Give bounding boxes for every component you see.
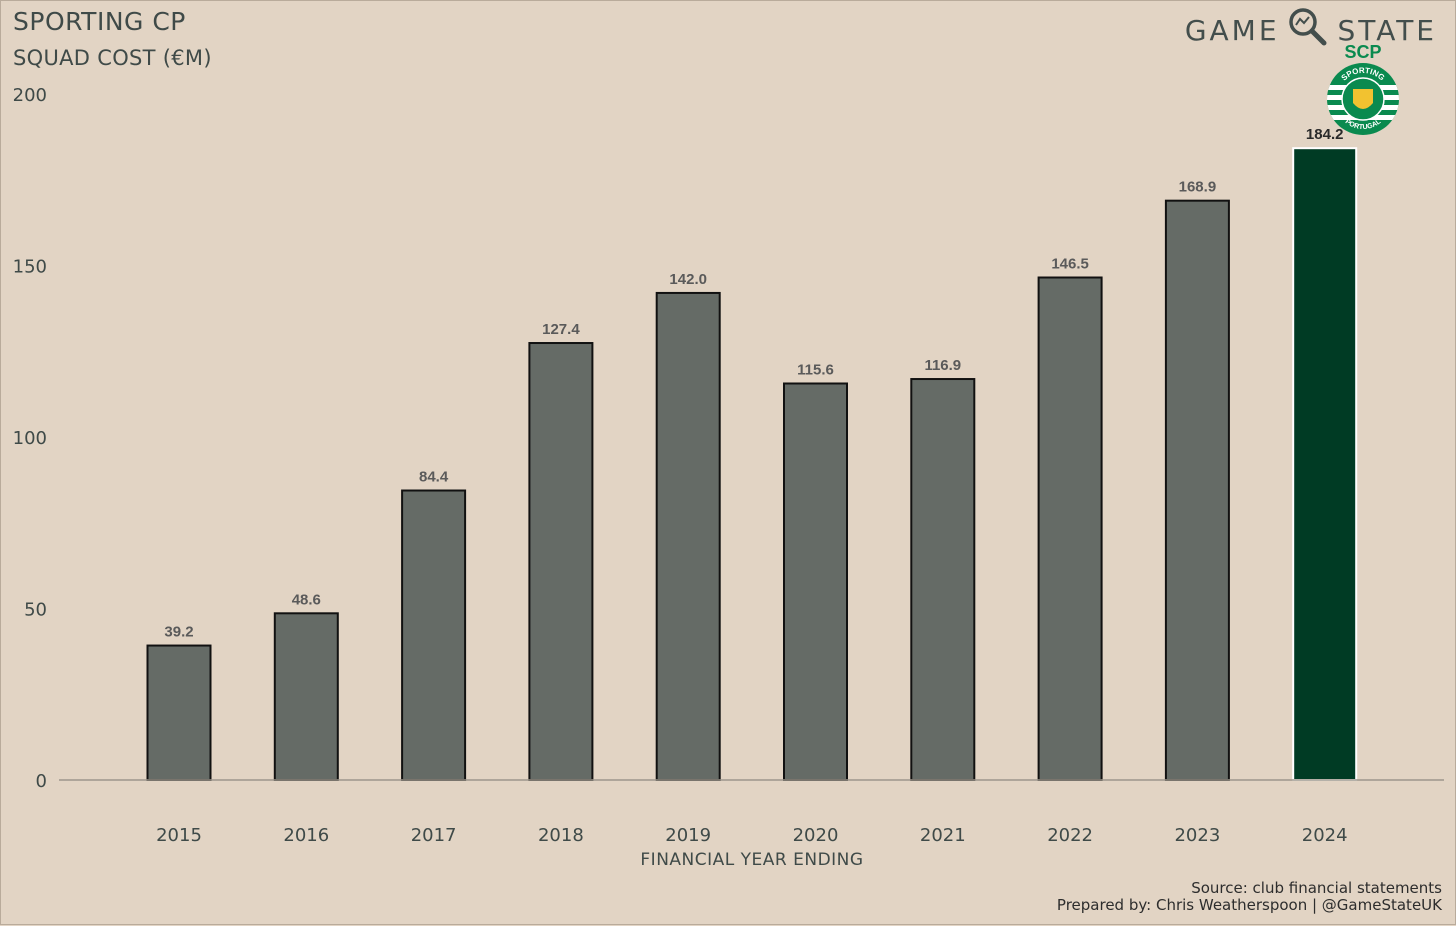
- svg-text:SCP: SCP: [1344, 43, 1381, 62]
- bar-2016: [273, 612, 339, 781]
- bar-2018: [528, 342, 594, 781]
- bar-2015: [146, 644, 212, 781]
- x-tick-label-2020: 2020: [793, 825, 839, 846]
- magnifier-icon: [1288, 7, 1328, 54]
- value-label-2015: 39.2: [164, 624, 193, 641]
- y-tick-label: 100: [13, 428, 47, 449]
- bar-2021: [910, 378, 976, 781]
- value-label-2020: 115.6: [797, 361, 834, 378]
- x-tick-label-2016: 2016: [283, 825, 329, 846]
- bar-2022: [1037, 276, 1103, 781]
- x-tick-label-2021: 2021: [920, 825, 966, 846]
- brand-word-left: GAME: [1184, 14, 1280, 47]
- bar-2024: [1292, 147, 1358, 782]
- x-tick-label-2019: 2019: [665, 825, 711, 846]
- value-label-2024: 184.2: [1306, 126, 1344, 143]
- value-label-2021: 116.9: [924, 357, 961, 374]
- bar-2017: [401, 489, 467, 781]
- value-label-2017: 84.4: [419, 469, 449, 486]
- y-tick-label: 50: [24, 600, 47, 621]
- value-labels-layer: 39.2 48.6 84.4 127.4 142.0 115.6 116.9 146.5 168…: [164, 126, 1343, 640]
- sporting-crest-logo: SCP SPORTING PORTUGAL: [1327, 43, 1399, 135]
- x-tick-label-2024: 2024: [1302, 825, 1348, 846]
- value-label-2019: 142.0: [669, 271, 707, 288]
- bars-layer: [146, 147, 1358, 782]
- brand-logo: GAME STATE: [1185, 7, 1437, 54]
- x-tick-label-2017: 2017: [411, 825, 457, 846]
- prepared-by-note: Prepared by: Chris Weatherspoon | @GameS…: [1056, 896, 1442, 914]
- brand-word-right: STATE: [1337, 14, 1437, 47]
- source-note: Source: club financial statements: [1191, 879, 1442, 897]
- value-label-2022: 146.5: [1051, 256, 1089, 273]
- value-label-2023: 168.9: [1179, 179, 1217, 196]
- x-axis-title: FINANCIAL YEAR ENDING: [640, 850, 863, 870]
- y-tick-label: 0: [36, 771, 47, 792]
- x-tick-label-2015: 2015: [156, 825, 202, 846]
- bar-2023: [1164, 199, 1230, 782]
- y-tick-label: 200: [13, 85, 47, 106]
- x-tick-label-2018: 2018: [538, 825, 584, 846]
- value-label-2018: 127.4: [542, 321, 580, 338]
- y-tick-label: 150: [13, 257, 47, 278]
- chart-title: SPORTING CP: [13, 7, 186, 36]
- x-tick-label-2023: 2023: [1174, 825, 1220, 846]
- value-label-2016: 48.6: [292, 591, 321, 608]
- chart-subtitle: SQUAD COST (€M): [13, 46, 212, 70]
- y-axis: 0 50 100 150 200: [13, 85, 47, 792]
- bar-2019: [655, 291, 721, 781]
- bar-2020: [783, 382, 848, 781]
- x-tick-label-2022: 2022: [1047, 825, 1093, 846]
- x-axis: 2015 2016 2017 2018 2019 2020 2021 2022 2023 2024…: [59, 779, 1444, 870]
